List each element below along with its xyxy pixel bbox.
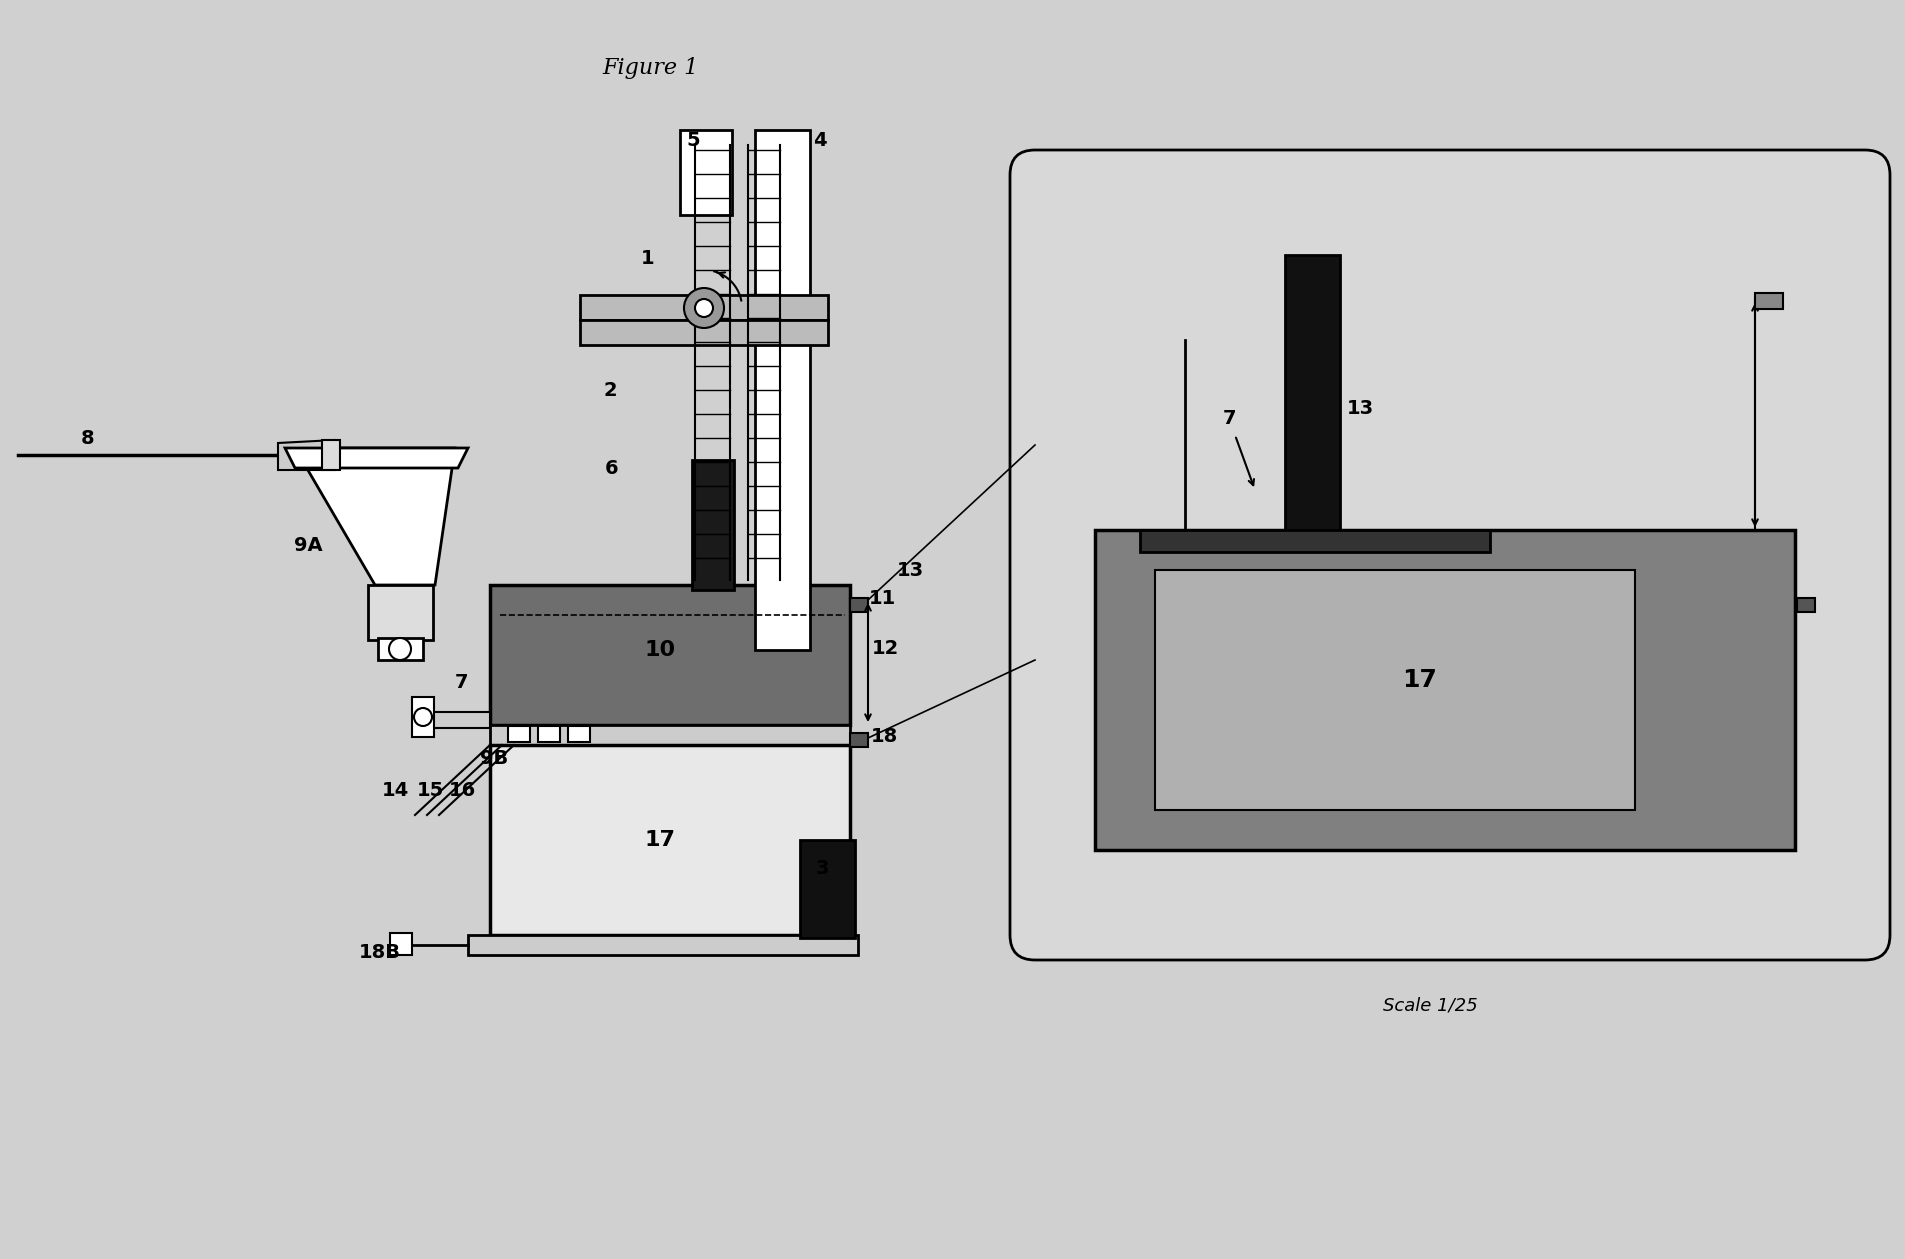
Bar [537, 726, 560, 742]
Bar [1796, 598, 1815, 612]
Bar [680, 130, 732, 215]
Bar [322, 439, 339, 470]
Text: 18B: 18B [358, 943, 400, 962]
Bar [1286, 256, 1339, 540]
Text: 13: 13 [897, 560, 924, 579]
Text: 13: 13 [1347, 399, 1374, 418]
Bar [754, 130, 810, 650]
Text: 9A: 9A [293, 535, 322, 554]
Text: 3: 3 [815, 859, 829, 878]
Bar [1154, 570, 1634, 810]
Text: 9B: 9B [480, 749, 509, 768]
Bar [1139, 530, 1490, 551]
Bar [490, 725, 850, 745]
Bar [692, 460, 733, 590]
Text: 18: 18 [871, 726, 897, 745]
Bar [579, 295, 829, 320]
Bar [368, 585, 432, 640]
Text: 7: 7 [455, 672, 469, 691]
Text: 17: 17 [1402, 669, 1438, 692]
Text: 10: 10 [644, 640, 676, 660]
Bar [391, 933, 411, 956]
Text: 14: 14 [381, 781, 410, 799]
Circle shape [684, 288, 724, 329]
Bar [568, 726, 591, 742]
Text: 11: 11 [869, 588, 895, 608]
Bar [469, 935, 857, 956]
Bar [490, 745, 850, 935]
Text: 1: 1 [642, 248, 655, 267]
Bar [800, 840, 855, 938]
Text: 15: 15 [417, 781, 444, 799]
Bar [850, 598, 869, 612]
Bar [377, 638, 423, 660]
Circle shape [413, 708, 432, 726]
Text: Scale 1/25: Scale 1/25 [1383, 996, 1478, 1013]
Bar [423, 713, 490, 728]
Text: 2: 2 [604, 380, 617, 399]
Text: 16: 16 [448, 781, 476, 799]
Bar [509, 726, 530, 742]
Text: 4: 4 [813, 131, 827, 150]
Text: 12: 12 [871, 638, 899, 657]
Text: 6: 6 [606, 458, 619, 477]
Text: Figure 1: Figure 1 [602, 57, 697, 79]
Polygon shape [278, 439, 335, 470]
Bar [579, 320, 829, 345]
Circle shape [695, 298, 712, 317]
Bar [490, 585, 850, 725]
Text: 8: 8 [82, 428, 95, 447]
Bar [411, 697, 434, 737]
Text: 7: 7 [1223, 408, 1236, 428]
Circle shape [389, 638, 411, 660]
Polygon shape [286, 448, 469, 468]
Polygon shape [295, 448, 455, 585]
Text: 5: 5 [686, 131, 699, 150]
Bar [1095, 530, 1795, 850]
Text: 17: 17 [644, 830, 676, 850]
Bar [1755, 293, 1783, 308]
Bar [850, 733, 869, 747]
FancyBboxPatch shape [1010, 150, 1890, 961]
